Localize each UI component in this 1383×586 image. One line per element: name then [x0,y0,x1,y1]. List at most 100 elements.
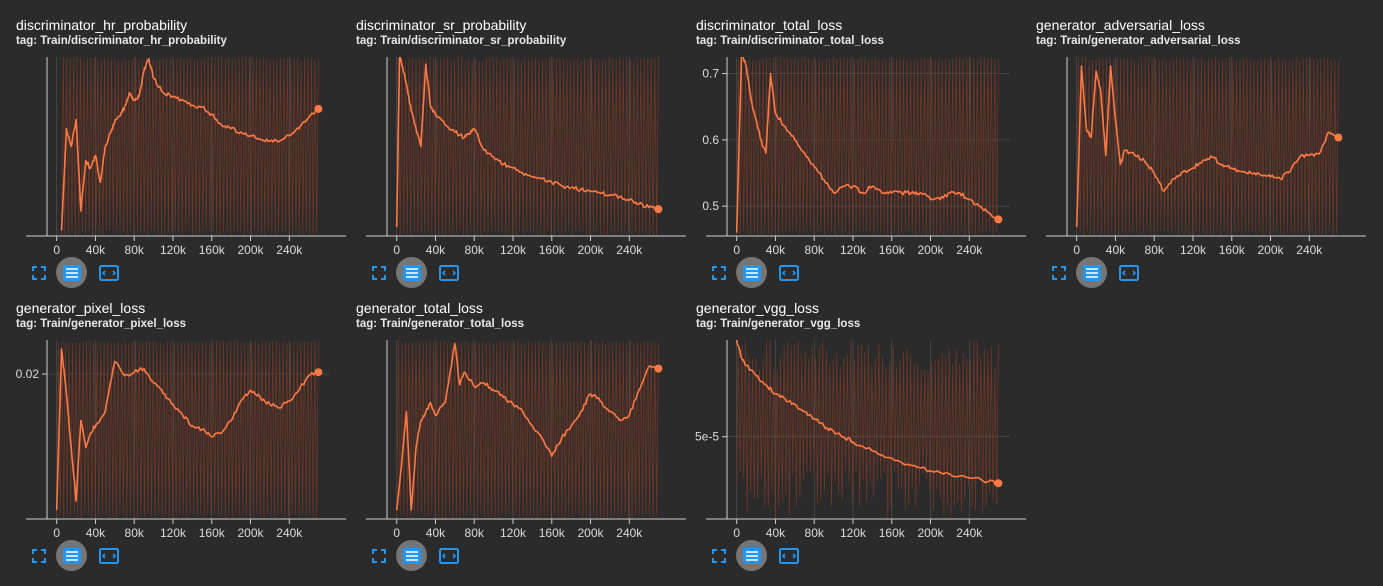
x-tick-label: 240k [616,243,643,257]
chart-plot[interactable]: 0 40k 80k 120k 160k 200k 240k [356,56,686,264]
chart-tag: tag: Train/generator_pixel_loss [16,318,187,330]
x-tick-label: 200k [918,243,945,257]
fullscreen-icon [1052,266,1066,280]
chart-tag: tag: Train/generator_total_loss [356,318,525,330]
x-tick-label: 160k [539,243,566,257]
last-point-marker [994,479,1003,488]
fullscreen-button[interactable] [1044,258,1074,288]
fullscreen-button[interactable] [24,258,54,288]
data-list-button[interactable] [736,540,767,571]
chart-tag: tag: Train/generator_vgg_loss [696,318,861,330]
data-list-button[interactable] [736,257,767,288]
x-tick-label: 200k [238,526,265,540]
chart-toolbar [704,540,814,571]
last-point-marker [1334,133,1343,142]
x-tick-label: 40k [766,526,786,540]
fullscreen-button[interactable] [704,541,734,571]
x-tick-label: 160k [879,243,906,257]
chart-toolbar [1044,257,1154,288]
chart-plot[interactable]: 0 40k 80k 120k 160k 200k 240k 0.02 [16,339,346,547]
series-line [735,340,999,486]
chart-card: discriminator_total_loss tag: Train/discr… [696,8,1026,288]
raw-line [61,57,319,236]
chart-title: generator_vgg_loss [696,300,819,316]
fit-domain-button[interactable] [434,541,464,571]
x-tick-label: 240k [276,526,303,540]
x-tick-label: 80k [465,243,485,257]
x-tick-label: 160k [879,526,906,540]
fullscreen-icon [372,266,386,280]
x-tick-label: 40k [426,243,446,257]
chart-title: discriminator_hr_probability [16,17,188,33]
x-tick-label: 0 [1073,243,1080,257]
chart-title: generator_total_loss [356,300,483,316]
data-list-icon [1082,264,1101,281]
fit-domain-icon [439,548,459,564]
fit-domain-button[interactable] [774,258,804,288]
chart-plot[interactable]: 0 40k 80k 120k 160k 200k 240k 5e-5 [695,339,1026,547]
series-line [1075,65,1339,228]
raw-series [396,340,659,519]
x-tick-label: 240k [956,243,983,257]
x-tick-label: 160k [199,243,226,257]
series-line [395,342,659,511]
x-tick-label: 160k [199,526,226,540]
data-list-icon [62,264,81,281]
data-list-button[interactable] [1076,257,1107,288]
y-tick-label: 0.6 [702,133,719,147]
data-list-button[interactable] [56,540,87,571]
series-line [395,57,660,228]
chart-toolbar [704,257,814,288]
x-tick-label: 160k [539,526,566,540]
fullscreen-button[interactable] [364,258,394,288]
x-tick-label: 240k [276,243,303,257]
x-tick-label: 240k [616,526,643,540]
x-tick-label: 80k [1145,243,1165,257]
data-list-icon [742,547,761,564]
chart-card: discriminator_hr_probability tag: Train/d… [16,8,346,288]
x-tick-label: 80k [125,243,145,257]
chart-tag: tag: Train/discriminator_hr_probability [16,35,227,47]
x-tick-label: 120k [160,526,187,540]
fit-domain-button[interactable] [94,258,124,288]
x-tick-label: 80k [125,526,145,540]
fit-domain-button[interactable] [1114,258,1144,288]
x-tick-label: 0 [53,243,60,257]
data-list-button[interactable] [396,257,427,288]
chart-tag: tag: Train/discriminator_sr_probability [356,35,567,47]
fullscreen-button[interactable] [364,541,394,571]
raw-series [61,57,319,236]
data-list-icon [402,264,421,281]
fullscreen-icon [712,266,726,280]
data-list-button[interactable] [56,257,87,288]
last-point-marker [654,205,663,214]
chart-plot[interactable]: 0 40k 80k 120k 160k 200k 240k [356,339,686,547]
x-tick-label: 120k [840,526,867,540]
series-line [55,348,319,511]
fit-domain-button[interactable] [434,258,464,288]
chart-title: generator_adversarial_loss [1036,17,1205,33]
fit-domain-button[interactable] [774,541,804,571]
x-tick-label: 200k [578,243,605,257]
fullscreen-button[interactable] [24,541,54,571]
chart-plot[interactable]: 0 40k 80k 120k 160k 200k 240k 0.5 0.6 0.7 [696,56,1026,264]
x-tick-label: 40k [86,526,106,540]
x-tick-label: 40k [1106,243,1126,257]
chart-plot[interactable]: 0 40k 80k 120k 160k 200k 240k [16,56,346,264]
x-tick-label: 240k [1296,243,1323,257]
data-list-button[interactable] [396,540,427,571]
chart-tag: tag: Train/discriminator_total_loss [696,35,884,47]
fit-domain-icon [99,265,119,281]
fit-domain-button[interactable] [94,541,124,571]
fullscreen-button[interactable] [704,258,734,288]
last-point-marker [314,368,323,377]
chart-plot[interactable]: 0 40k 80k 120k 160k 200k 240k [1036,56,1366,264]
x-tick-label: 80k [465,526,485,540]
chart-toolbar [364,257,474,288]
y-tick-label: 0.7 [702,67,719,81]
raw-line [396,57,659,236]
x-tick-label: 120k [500,526,527,540]
x-tick-label: 120k [1180,243,1207,257]
fit-domain-icon [99,548,119,564]
raw-line [396,340,659,519]
